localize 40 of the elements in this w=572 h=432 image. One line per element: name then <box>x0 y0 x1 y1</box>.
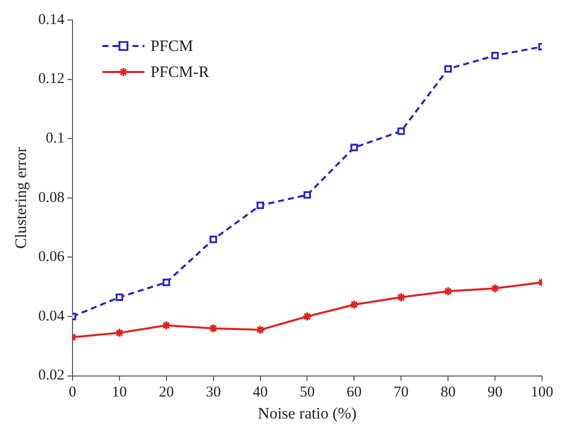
y-tick-label: 0.12 <box>38 71 64 88</box>
point <box>444 65 452 73</box>
y-tick-label: 0.06 <box>38 249 65 266</box>
x-tick-label: 10 <box>112 384 127 401</box>
point <box>491 52 499 60</box>
x-tick-label: 90 <box>488 384 503 401</box>
legend-label: PFCM <box>150 38 194 56</box>
point <box>396 292 406 302</box>
y-tick-label: 0.04 <box>38 308 65 324</box>
point <box>349 300 360 310</box>
legend-label: PFCM-R <box>150 64 210 82</box>
y-tick-label: 0.1 <box>46 130 64 147</box>
point <box>490 283 500 294</box>
x-tick-label: 70 <box>394 384 409 401</box>
point <box>255 324 266 335</box>
x-tick-label: 0 <box>68 384 76 401</box>
y-axis-title: Clustering error <box>12 146 30 249</box>
point <box>302 312 312 322</box>
point <box>210 236 218 244</box>
x-axis-title: Noise ratio (%) <box>258 406 357 423</box>
x-tick-label: 20 <box>158 384 174 401</box>
x-tick-label: 60 <box>346 384 362 401</box>
y-tick-label: 0.14 <box>38 12 65 28</box>
x-tick-label: 100 <box>530 384 554 401</box>
point <box>116 294 124 301</box>
point <box>303 191 311 199</box>
x-tick-label: 30 <box>206 384 221 401</box>
point <box>114 328 124 338</box>
point <box>256 202 264 210</box>
y-tick-label: 0.02 <box>38 368 64 384</box>
point <box>162 278 170 286</box>
point <box>397 127 405 135</box>
x-tick-label: 80 <box>440 384 456 401</box>
point <box>443 286 453 296</box>
point <box>350 144 358 152</box>
x-tick-label: 50 <box>300 384 315 401</box>
point <box>161 320 172 330</box>
x-tick-label: 40 <box>252 384 268 401</box>
y-tick-label: 0.08 <box>38 190 64 206</box>
point <box>208 323 218 334</box>
